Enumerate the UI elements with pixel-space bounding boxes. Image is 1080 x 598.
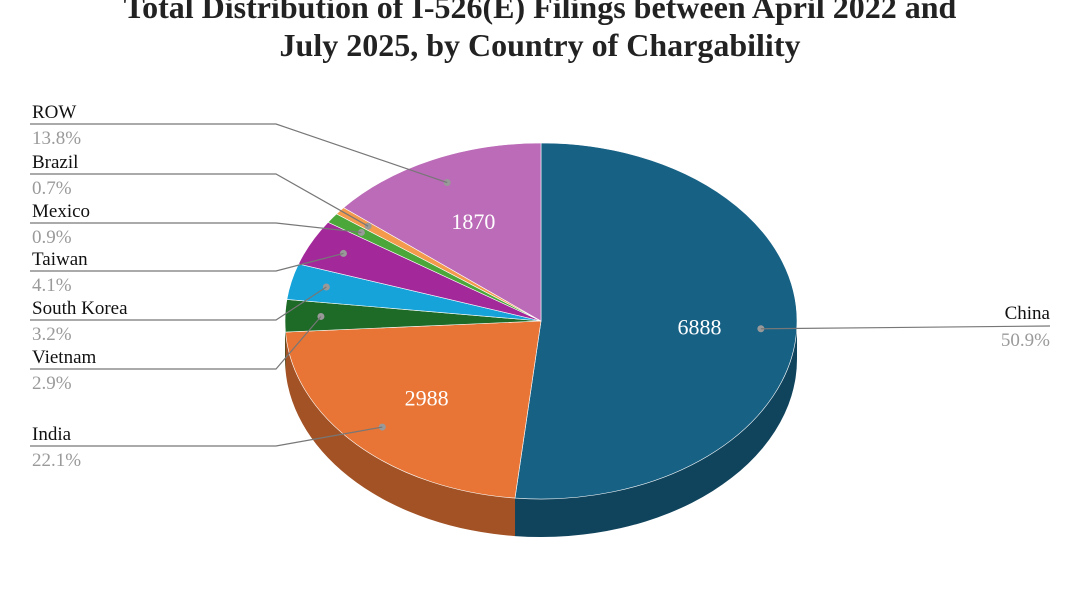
callout-percent: 2.9% <box>32 373 72 394</box>
callout-line <box>30 123 448 184</box>
callout-name: Brazil <box>32 152 78 173</box>
callout-line <box>30 316 322 370</box>
callout-percent: 0.9% <box>32 227 72 248</box>
value-label-india: 2988 <box>405 385 449 410</box>
callout-percent: 3.2% <box>32 324 72 345</box>
callout-taiwan: Taiwan 4.1% <box>30 249 347 296</box>
pie-callouts: China 50.9% India 22.1% Vietnam 2.9% South Kor… <box>30 102 1051 471</box>
callout-line <box>30 173 369 227</box>
callout-name: Taiwan <box>32 249 88 270</box>
pie-value-labels: 6888 2988 1870 <box>405 209 722 410</box>
callout-percent: 50.9% <box>1001 330 1050 351</box>
pie-top <box>284 142 798 500</box>
value-label-china: 6888 <box>678 315 722 340</box>
callout-name: India <box>32 424 72 445</box>
callout-south-korea: South Korea 3.2% <box>30 283 330 345</box>
callout-line <box>30 426 383 447</box>
callout-name: Mexico <box>32 201 90 222</box>
callout-china: China 50.9% <box>757 303 1051 351</box>
callout-line <box>760 325 1051 330</box>
pie-slice-row <box>343 142 542 322</box>
pie-slice-china <box>514 142 798 500</box>
chart-title-line-2: July 2025, by Country of Chargability <box>280 27 801 63</box>
chart-title: Total Distribution of I-526(E) Filings b… <box>124 0 957 63</box>
callout-line <box>30 286 327 321</box>
callout-percent: 13.8% <box>32 128 81 149</box>
callout-row: ROW 13.8% <box>30 102 451 187</box>
callout-line <box>30 252 344 272</box>
callout-brazil: Brazil 0.7% <box>30 152 372 230</box>
callout-name: China <box>1005 303 1051 324</box>
callout-percent: 22.1% <box>32 450 81 471</box>
pie-slice-india <box>285 320 542 499</box>
callout-percent: 0.7% <box>32 178 72 199</box>
callout-name: Vietnam <box>32 347 97 368</box>
callout-percent: 4.1% <box>32 275 72 296</box>
callout-name: South Korea <box>32 298 128 319</box>
callout-vietnam: Vietnam 2.9% <box>30 312 325 394</box>
value-label-row: 1870 <box>451 209 495 234</box>
callout-line <box>30 222 362 234</box>
pie-side-india <box>285 332 516 537</box>
callout-india: India 22.1% <box>30 423 386 471</box>
pie-side-china <box>515 321 797 537</box>
callout-mexico: Mexico 0.9% <box>30 201 365 248</box>
chart-title-line-1: Total Distribution of I-526(E) Filings b… <box>124 0 957 25</box>
callout-name: ROW <box>32 102 76 123</box>
